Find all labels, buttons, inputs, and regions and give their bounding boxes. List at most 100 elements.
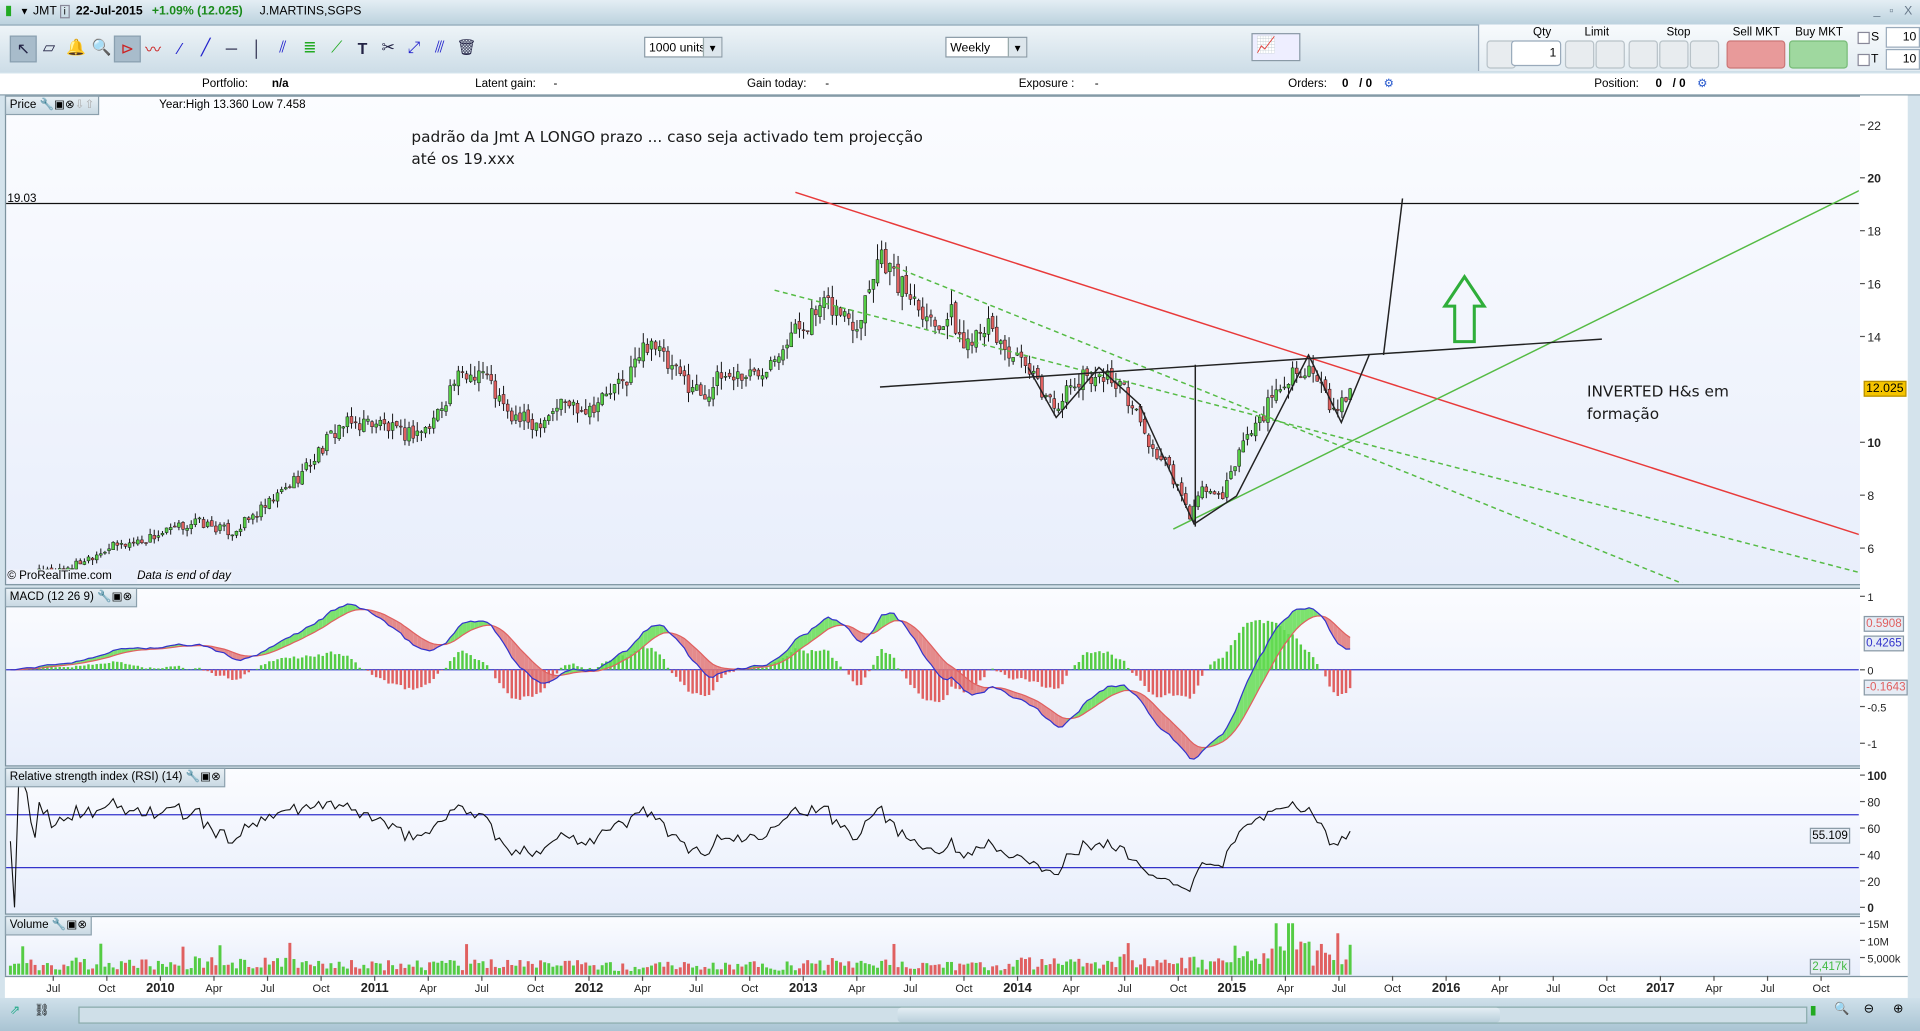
window-icon[interactable]: ▣ [54, 97, 66, 112]
macd-histogram-bar [1032, 669, 1035, 682]
channel-tool-icon[interactable]: 〰 [145, 39, 162, 59]
candle [1340, 397, 1344, 413]
stop-button-2[interactable] [1659, 40, 1689, 69]
close-icon[interactable]: ⊗ [77, 918, 88, 932]
volume-bar [645, 967, 649, 975]
arrow-tool-icon[interactable]: ⤢ [407, 37, 421, 57]
fibonacci-icon[interactable]: ≣ [303, 37, 317, 57]
trash-icon[interactable]: 🗑 [456, 37, 477, 57]
auto-zoom-icon[interactable]: 🔍 [1834, 1002, 1850, 1017]
candle [485, 373, 489, 376]
stop-button-1[interactable] [1628, 40, 1658, 69]
candle [399, 425, 403, 428]
close-button[interactable]: X [1904, 4, 1913, 19]
wrench-icon[interactable]: 🔧 [39, 97, 55, 112]
ruler-icon[interactable]: ▱ [42, 37, 56, 57]
macd-histogram-bar [1262, 623, 1266, 670]
symbol-dropdown-icon[interactable]: ▼ [19, 6, 30, 18]
info-icon[interactable]: i [60, 4, 70, 19]
candle [1077, 383, 1081, 388]
tools-icon[interactable]: ✂ [381, 37, 395, 57]
time-tick-label: 2017 [1646, 980, 1675, 995]
gears-icon[interactable]: ⚙ [1697, 77, 1708, 91]
window-icon[interactable]: ▣ [66, 918, 78, 932]
zoom-out-icon[interactable]: ⊖ [1863, 1002, 1874, 1017]
wrench-icon[interactable]: 🔧 [185, 770, 201, 784]
volume-bar [806, 960, 810, 975]
wrench-icon[interactable]: 🔧 [51, 918, 67, 932]
zoom-in-icon[interactable]: ⊕ [1893, 1002, 1904, 1017]
scrollbar-thumb[interactable] [897, 1007, 1501, 1023]
export-icon[interactable]: ⇗ [9, 1004, 21, 1018]
time-axis[interactable] [4, 975, 1908, 998]
macd-histogram-bar [1159, 669, 1163, 698]
slash-tool-icon[interactable]: ⫻ [434, 37, 445, 57]
macd-histogram-bar [1077, 662, 1081, 670]
pointer-icon[interactable]: ↖ [9, 35, 37, 63]
candle [953, 302, 958, 334]
s-input[interactable]: 10 [1885, 26, 1920, 48]
symbol[interactable]: JMT [33, 4, 57, 19]
move-down-icon[interactable]: ⇩ [74, 97, 85, 112]
text-tool-icon[interactable]: T [357, 38, 368, 57]
rsi-panel[interactable] [4, 767, 1862, 915]
regression-channel-icon[interactable]: ⟋ [331, 37, 343, 57]
link-icon[interactable]: ⛓ [34, 1004, 50, 1018]
macd-fill [1280, 619, 1285, 652]
vertical-line-icon[interactable]: │ [252, 38, 263, 57]
wrench-icon[interactable]: 🔧 [97, 590, 112, 604]
restore-button[interactable]: ▫ [1889, 4, 1894, 19]
qty-input[interactable]: 1 [1511, 40, 1562, 67]
period-select[interactable]: Weekly ▼ [945, 36, 1028, 58]
close-icon[interactable]: ⊗ [211, 770, 221, 784]
zoom-icon[interactable]: 🔍 [91, 37, 112, 57]
gears-icon[interactable]: ⚙ [1383, 77, 1395, 91]
t-checkbox[interactable] [1857, 53, 1870, 67]
move-up-icon[interactable]: ⇧ [84, 97, 95, 112]
volume-bar [1073, 961, 1077, 975]
limit-buy-button[interactable] [1595, 40, 1625, 69]
macd-histogram-bar [909, 669, 912, 685]
s-checkbox[interactable] [1857, 31, 1870, 45]
minimize-button[interactable]: _ [1873, 4, 1881, 19]
alert-bell-icon[interactable]: 🔔 [66, 37, 86, 57]
buy-market-button[interactable] [1788, 40, 1848, 69]
volume-bar [1056, 963, 1060, 975]
value-axis[interactable] [1860, 95, 1908, 976]
macd-fill [610, 657, 615, 668]
window-icon[interactable]: ▣ [200, 770, 212, 784]
chart-type-icon[interactable]: ▮ [1809, 1004, 1817, 1018]
triangle-tool-icon[interactable]: ⊳ [113, 35, 141, 63]
macd-panel[interactable] [4, 587, 1862, 767]
macd-fill [1054, 712, 1059, 728]
close-icon[interactable]: ⊗ [122, 590, 133, 604]
volume-bar [263, 957, 267, 975]
macd-histogram-bar [177, 665, 181, 670]
limit-sell-button[interactable] [1564, 40, 1595, 69]
candlestick-icon[interactable]: ▮ [4, 3, 13, 19]
price-panel[interactable] [4, 95, 1862, 586]
candle [641, 342, 645, 362]
stop-button-3[interactable] [1689, 40, 1720, 69]
parallel-lines-icon[interactable]: ⫽ [279, 37, 287, 57]
segment-icon[interactable]: ⁄ [178, 38, 182, 57]
candle [563, 401, 567, 404]
horizontal-line-icon[interactable]: ─ [225, 38, 238, 57]
macd-histogram-bar [859, 669, 863, 685]
horizontal-scrollbar[interactable] [78, 1006, 1808, 1024]
candle [362, 418, 366, 432]
sell-market-button[interactable] [1726, 40, 1786, 69]
volume-bar [70, 960, 74, 975]
macd-histogram-bar [87, 664, 90, 670]
units-select[interactable]: 1000 units ▼ [644, 36, 723, 58]
close-icon[interactable]: ⊗ [65, 97, 75, 112]
line-icon[interactable]: ╱ [200, 37, 211, 57]
candle [1159, 455, 1163, 460]
window-icon[interactable]: ▣ [111, 590, 123, 604]
t-input[interactable]: 10 [1885, 48, 1920, 70]
indicators-button[interactable]: 📈 [1251, 33, 1301, 62]
macd-histogram-bar [555, 669, 559, 674]
volume-bar [119, 961, 123, 975]
volume-bar [87, 969, 90, 975]
